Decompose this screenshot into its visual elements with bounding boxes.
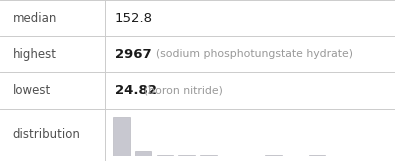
Text: highest: highest [13, 48, 56, 61]
Text: (boron nitride): (boron nitride) [144, 85, 223, 96]
Bar [265, 155, 282, 156]
Text: distribution: distribution [13, 128, 81, 141]
Text: 24.82: 24.82 [115, 84, 156, 97]
Bar [179, 155, 195, 156]
Text: (sodium phosphotungstate hydrate): (sodium phosphotungstate hydrate) [156, 49, 353, 59]
Text: 152.8: 152.8 [115, 12, 152, 25]
Bar [309, 155, 325, 156]
Text: lowest: lowest [13, 84, 51, 97]
Text: 2967: 2967 [115, 48, 151, 61]
Text: median: median [13, 12, 57, 25]
Bar [113, 117, 130, 156]
Bar [135, 151, 151, 156]
Bar [200, 155, 216, 156]
Bar [157, 155, 173, 156]
